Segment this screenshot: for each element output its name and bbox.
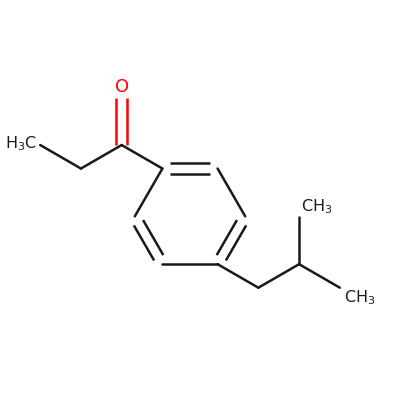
Text: H$_3$C: H$_3$C: [5, 134, 37, 153]
Text: CH$_3$: CH$_3$: [301, 198, 333, 216]
Text: CH$_3$: CH$_3$: [344, 288, 376, 307]
Text: O: O: [115, 78, 129, 96]
